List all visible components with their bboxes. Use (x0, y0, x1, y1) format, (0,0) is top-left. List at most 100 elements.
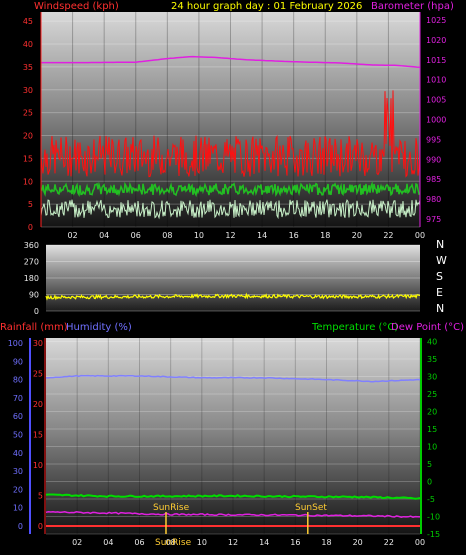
barometer-tick-label: 1000 (426, 116, 446, 125)
rainfall-tick-label: 10 (33, 461, 43, 470)
rainfall-axis: 0 5 10 15 20 25 30 (33, 339, 43, 531)
windspeed-tick-label: 45 (23, 17, 33, 26)
humidity-axis: 0 10 20 30 40 50 60 70 80 90 100 (8, 339, 23, 531)
humidity-tick-label: 90 (13, 357, 23, 366)
barometer-axis-label: Barometer (hpa) (371, 1, 454, 12)
humidity-tick-label: 60 (13, 412, 23, 421)
compass-letter: W (436, 254, 447, 267)
barometer-axis: 975 980 985 990 995 1000 1005 1010 1015 1020 1025 (426, 16, 446, 224)
temperature-tick-label: 30 (427, 373, 437, 382)
humidity-tick-label: 0 (18, 522, 23, 531)
windspeed-tick-label: 0 (28, 223, 33, 232)
humidity-line (46, 374, 421, 383)
barometer-tick-label: 985 (426, 175, 441, 184)
barometer-tick-label: 1015 (426, 56, 446, 65)
rainfall-tick-label: 25 (33, 370, 43, 379)
temp-time-tick-label: 12 (228, 538, 238, 547)
sunset-label: SunSet (295, 503, 327, 513)
windspeed-tick-label: 35 (23, 63, 33, 72)
dewpoint-axis-label: Dew Point (°C) (391, 322, 464, 333)
rainfall-tick-label: 15 (33, 431, 43, 440)
wind-direction-line (45, 292, 421, 301)
temp-time-tick-label: 04 (103, 538, 113, 547)
wind-gust-line (40, 90, 421, 178)
humidity-tick-label: 40 (13, 449, 23, 458)
temperature-tick-label: -10 (427, 513, 440, 522)
wind-speed-line (40, 199, 421, 220)
barometer-tick-label: 980 (426, 195, 441, 204)
wind-time-tick-label: 08 (162, 231, 172, 240)
sunrise-label: SunRise (153, 503, 190, 513)
direction-tick-label: 270 (24, 258, 39, 267)
wind-time-tick-label: 06 (131, 231, 141, 240)
direction-tick-label: 90 (29, 291, 39, 300)
wind-series-group (40, 55, 421, 220)
direction-tick-label: 180 (24, 274, 39, 283)
humidity-tick-label: 20 (13, 485, 23, 494)
barometer-tick-label: 1025 (426, 16, 446, 25)
barometer-tick-label: 1020 (426, 36, 446, 45)
barometer-tick-label: 1005 (426, 96, 446, 105)
temperature-tick-label: 35 (427, 355, 437, 364)
compass-letter: S (436, 270, 443, 283)
direction-axis: 0 90 180 270 360 (24, 241, 39, 316)
windspeed-axis: 0 5 10 15 20 25 30 35 40 45 (23, 17, 33, 232)
temp-panel-background (46, 338, 420, 534)
temp-time-tick-label: 14 (259, 538, 269, 547)
compass-letter: N (436, 302, 444, 315)
barometer-tick-label: 990 (426, 155, 441, 164)
compass-letter: E (436, 286, 443, 299)
humidity-tick-label: 70 (13, 394, 23, 403)
direction-tick-label: 0 (34, 307, 39, 316)
humidity-tick-label: 10 (13, 504, 23, 513)
wind-time-tick-label: 10 (194, 231, 204, 240)
chart-title: 24 hour graph day : 01 February 2026 (171, 1, 362, 12)
humidity-tick-label: 80 (13, 376, 23, 385)
windspeed-axis-label: Windspeed (kph) (34, 1, 119, 12)
windspeed-tick-label: 15 (23, 154, 33, 163)
humidity-tick-label: 50 (13, 431, 23, 440)
rainfall-tick-label: 5 (38, 492, 43, 501)
temperature-tick-label: -5 (427, 495, 435, 504)
temp-time-tick-label: 08 (166, 538, 176, 547)
wind-time-tick-label: 22 (383, 231, 393, 240)
temp-time-tick-label: 18 (321, 538, 331, 547)
windspeed-tick-label: 25 (23, 109, 33, 118)
barometer-tick-label: 1010 (426, 76, 446, 85)
dewpoint-line (45, 510, 421, 518)
temperature-tick-label: 15 (427, 425, 437, 434)
wind-time-tick-label: 14 (257, 231, 267, 240)
temperature-axis-label: Temperature (°C) (311, 322, 398, 333)
wind-time-tick-label: 20 (352, 231, 362, 240)
wind-time-tick-label: 18 (320, 231, 330, 240)
temp-time-tick-label: 06 (134, 538, 144, 547)
temperature-tick-label: 0 (427, 478, 432, 487)
temp-time-tick-label: 20 (353, 538, 363, 547)
wind-time-tick-label: 02 (67, 231, 77, 240)
barometer-tick-label: 975 (426, 215, 441, 224)
rainfall-axis-label: Rainfall (mm) (0, 322, 68, 333)
direction-panel-grid (46, 244, 420, 312)
rainfall-tick-label: 30 (33, 339, 43, 348)
temp-time-tick-label: 00 (415, 538, 425, 547)
wind-average-line (40, 181, 421, 198)
direction-series-group (45, 292, 421, 301)
temp-time-tick-label: 22 (384, 538, 394, 547)
windspeed-tick-label: 40 (23, 40, 33, 49)
barometer-line (41, 55, 421, 69)
windspeed-tick-label: 5 (28, 200, 33, 209)
compass-letter: N (436, 238, 444, 251)
temperature-line (45, 493, 421, 500)
wind-time-tick-label: 16 (289, 231, 299, 240)
temp-time-tick-label: 02 (72, 538, 82, 547)
temperature-tick-label: 5 (427, 460, 432, 469)
temperature-tick-label: 10 (427, 443, 437, 452)
rainfall-tick-label: 0 (38, 522, 43, 531)
humidity-tick-label: 100 (8, 339, 23, 348)
temperature-tick-label: 20 (427, 408, 437, 417)
wind-time-tick-label: 04 (99, 231, 109, 240)
direction-panel-background (46, 245, 420, 311)
humidity-tick-label: 30 (13, 467, 23, 476)
